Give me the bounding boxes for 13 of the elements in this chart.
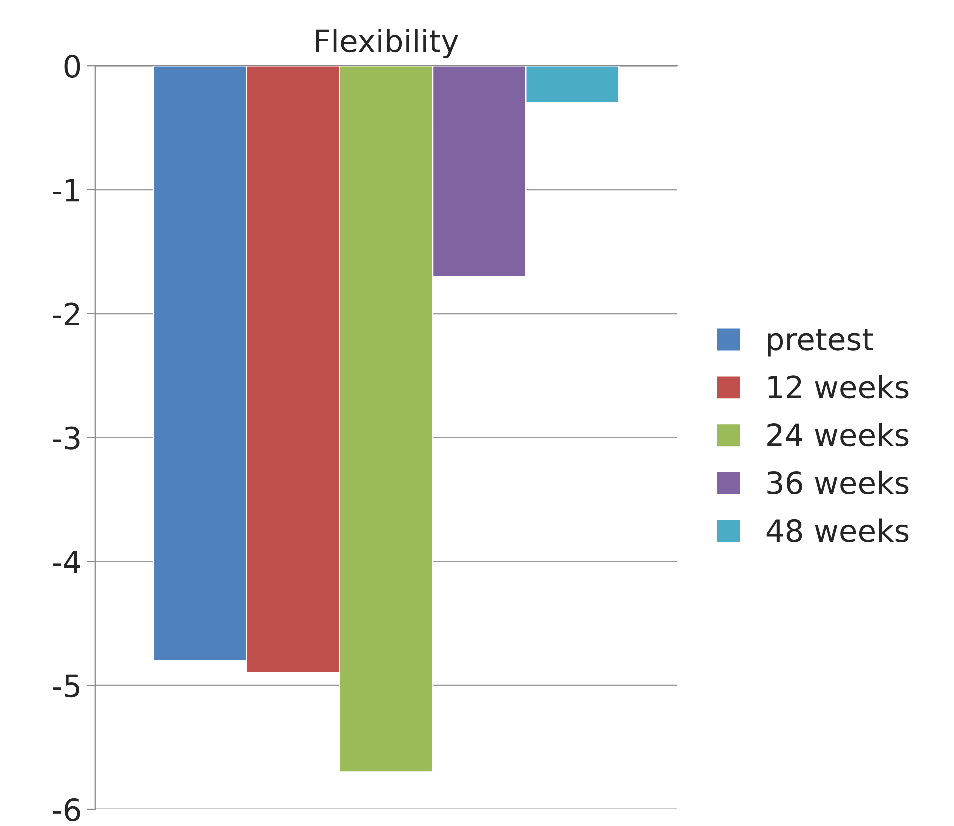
y-tick-label: 0 — [64, 55, 80, 78]
y-tick-label: -5 — [53, 674, 80, 698]
chart-title: Flexibility — [316, 28, 458, 59]
legend-label: pretest — [768, 328, 874, 357]
y-tick-label: -6 — [53, 798, 80, 822]
y-tick-label: -2 — [53, 302, 80, 326]
legend-label: 12 weeks — [768, 375, 909, 399]
y-tick-label: -4 — [53, 551, 80, 574]
legend-label: 36 weeks — [768, 470, 909, 495]
y-tick-label: -1 — [53, 179, 80, 202]
legend-label: 48 weeks — [766, 518, 909, 542]
legend-label: 24 weeks — [768, 422, 909, 447]
y-tick-label: -3 — [53, 426, 80, 450]
